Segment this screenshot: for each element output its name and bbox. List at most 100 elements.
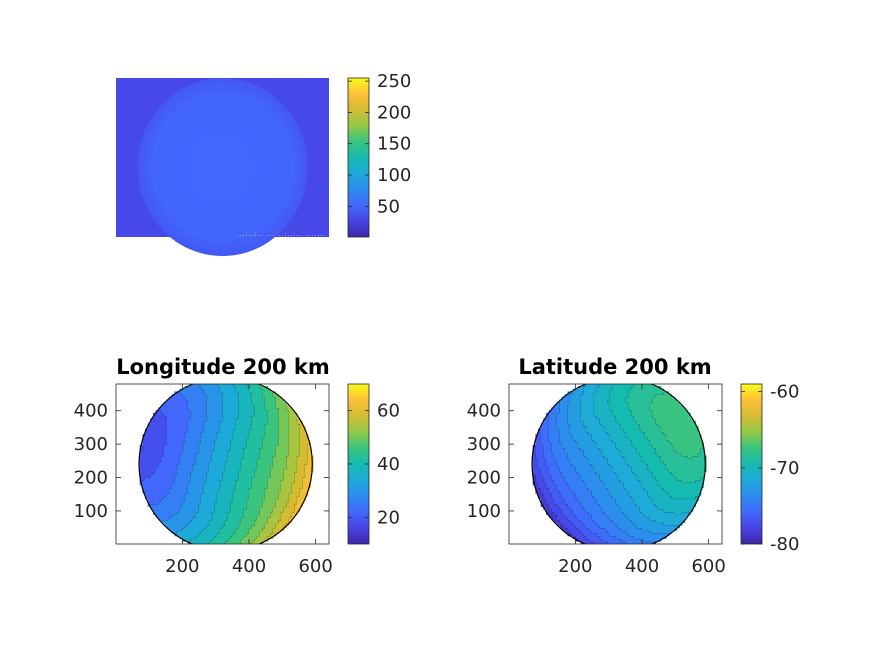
field-cell: [185, 484, 189, 489]
field-cell: [570, 391, 574, 395]
field-cell: [567, 450, 571, 454]
field-cell: [238, 415, 242, 419]
field-cell: [246, 514, 250, 518]
field-cell: [193, 490, 197, 494]
field-cell: [551, 508, 555, 513]
field-cell: [305, 487, 309, 491]
field-cell: [169, 498, 173, 502]
field-cell: [270, 460, 274, 465]
field-cell: [227, 484, 231, 489]
field-cell: [219, 418, 223, 422]
field-cell: [233, 514, 237, 518]
field-cell: [554, 410, 558, 414]
field-cell: [562, 431, 566, 435]
field-cell: [273, 506, 277, 510]
field-cell: [190, 503, 194, 507]
field-cell: [297, 455, 301, 459]
field-cell: [209, 388, 213, 392]
field-cell: [187, 388, 191, 392]
field-cell: [187, 524, 191, 529]
field-cell: [227, 394, 231, 398]
field-cell: [572, 503, 576, 507]
field-cell: [209, 439, 213, 443]
field-cell: [540, 460, 544, 465]
field-cell: [305, 444, 309, 449]
field-cell: [259, 431, 263, 435]
field-cell: [217, 482, 221, 486]
field-cell: [265, 399, 269, 403]
field-cell: [297, 487, 301, 491]
field-cell: [262, 487, 266, 491]
field-cell: [193, 407, 197, 411]
field-cell: [548, 484, 552, 489]
field-cell: [225, 463, 229, 467]
field-cell: [163, 463, 167, 467]
field-cell: [145, 487, 149, 491]
field-cell: [235, 524, 239, 529]
field-cell: [548, 468, 552, 473]
field-cell: [230, 471, 234, 475]
field-cell: [257, 407, 261, 411]
field-cell: [158, 474, 162, 478]
field-cell: [153, 500, 157, 505]
field-cell: [161, 455, 165, 459]
x-tick-label: 200: [165, 556, 199, 577]
field-cell: [219, 487, 223, 491]
field-cell: [286, 455, 290, 459]
field-cell: [564, 434, 568, 438]
field-cell: [225, 479, 229, 483]
field-cell: [249, 541, 253, 544]
field-cell: [169, 524, 173, 529]
field-cell: [225, 399, 229, 403]
field-cell: [262, 535, 266, 539]
field-cell: [564, 431, 568, 435]
field-cell: [270, 468, 274, 473]
field-cell: [254, 503, 258, 507]
field-cell: [249, 388, 253, 392]
field-cell: [564, 468, 568, 473]
field-cell: [163, 436, 167, 441]
field-cell: [230, 538, 234, 542]
field-cell: [166, 522, 170, 526]
field-cell: [230, 500, 234, 505]
field-cell: [217, 458, 221, 462]
field-cell: [211, 463, 215, 467]
field-cell: [262, 506, 266, 510]
field-cell: [273, 522, 277, 526]
field-cell: [198, 388, 202, 392]
field-cell: [227, 418, 231, 422]
field-cell: [575, 508, 579, 513]
field-cell: [209, 412, 213, 417]
field-cell: [233, 508, 237, 513]
field-cell: [193, 503, 197, 507]
field-cell: [225, 458, 229, 462]
field-cell: [166, 479, 170, 483]
field-cell: [233, 402, 237, 406]
field-cell: [230, 452, 234, 457]
field-cell: [201, 458, 205, 462]
field-cell: [174, 394, 178, 398]
field-cell: [281, 516, 285, 521]
field-cell: [548, 447, 552, 451]
field-cell: [174, 492, 178, 497]
field-cell: [543, 482, 547, 486]
field-cell: [171, 503, 175, 507]
field-cell: [286, 495, 290, 499]
field-cell: [305, 455, 309, 459]
field-cell: [535, 487, 539, 491]
field-cell: [187, 402, 191, 406]
field-cell: [166, 466, 170, 470]
field-cell: [225, 431, 229, 435]
field-cell: [267, 399, 271, 403]
field-cell: [142, 463, 146, 467]
field-cell: [275, 487, 279, 491]
field-cell: [203, 522, 207, 526]
field-cell: [169, 423, 173, 427]
field-cell: [538, 495, 542, 499]
field-cell: [190, 396, 194, 400]
field-cell: [254, 541, 258, 544]
field-cell: [198, 460, 202, 465]
field-cell: [230, 484, 234, 489]
field-cell: [163, 468, 167, 473]
field-cell: [535, 458, 539, 462]
